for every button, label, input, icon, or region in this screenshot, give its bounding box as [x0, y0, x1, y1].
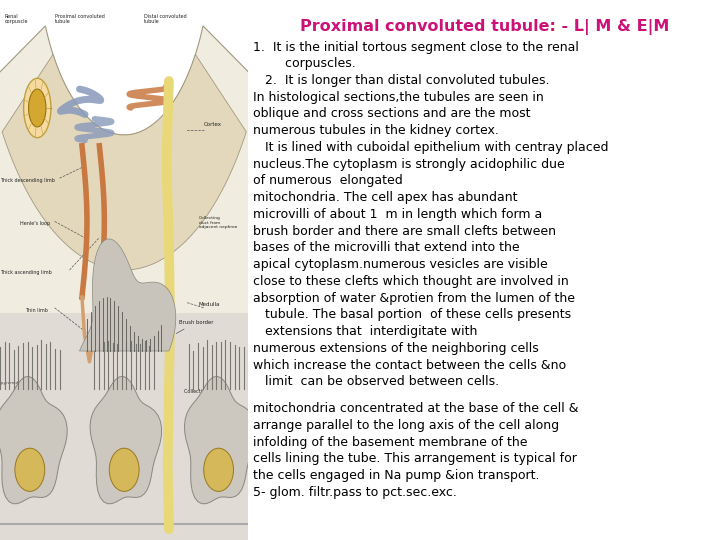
Text: Collecting duct: Collecting duct	[184, 389, 220, 394]
Text: In histological sections,the tubules are seen in: In histological sections,the tubules are…	[253, 91, 544, 104]
Text: 1.  It is the initial tortous segment close to the renal: 1. It is the initial tortous segment clo…	[253, 40, 579, 53]
Circle shape	[24, 78, 51, 138]
Polygon shape	[2, 55, 246, 270]
Text: infolding of the basement membrane of the: infolding of the basement membrane of th…	[253, 436, 528, 449]
Text: bases of the microvilli that extend into the: bases of the microvilli that extend into…	[253, 241, 520, 254]
Polygon shape	[79, 239, 176, 351]
Text: Thin limb: Thin limb	[24, 308, 48, 313]
Text: Collecting
duct from
adjacent nephron: Collecting duct from adjacent nephron	[199, 216, 237, 229]
Text: It is lined with cuboidal epithelium with centray placed: It is lined with cuboidal epithelium wit…	[253, 141, 608, 154]
Text: Proximal convoluted
tubule: Proximal convoluted tubule	[55, 14, 104, 24]
Text: Proximal convoluted tubule: - L| M & E|M: Proximal convoluted tubule: - L| M & E|M	[300, 19, 669, 35]
Text: Distal convoluted
tubule: Distal convoluted tubule	[144, 14, 186, 24]
Text: Henle's loop: Henle's loop	[20, 221, 50, 226]
Text: Thick descending limb: Thick descending limb	[0, 178, 55, 183]
Polygon shape	[90, 376, 161, 504]
Text: which increase the contact between the cells &no: which increase the contact between the c…	[253, 359, 566, 372]
Text: 5- glom. filtr.pass to pct.sec.exc.: 5- glom. filtr.pass to pct.sec.exc.	[253, 486, 457, 499]
Text: tubule. The basal portion  of these cells presents: tubule. The basal portion of these cells…	[253, 308, 571, 321]
Text: numerous extensions of the neighboring cells: numerous extensions of the neighboring c…	[253, 342, 539, 355]
Text: absorption of water &protien from the lumen of the: absorption of water &protien from the lu…	[253, 292, 575, 305]
Text: ullary rays: ullary rays	[0, 408, 9, 413]
Text: 2.  It is longer than distal convoluted tubules.: 2. It is longer than distal convoluted t…	[253, 74, 549, 87]
Ellipse shape	[204, 448, 233, 491]
Text: the cells engaged in Na pump &ion transport.: the cells engaged in Na pump &ion transp…	[253, 469, 539, 482]
Text: numerous tubules in the kidney cortex.: numerous tubules in the kidney cortex.	[253, 124, 499, 137]
Text: Cortex: Cortex	[204, 122, 222, 126]
Text: close to these clefts which thought are involved in: close to these clefts which thought are …	[253, 275, 569, 288]
Text: Medulla: Medulla	[199, 302, 220, 307]
Text: limit  can be observed between cells.: limit can be observed between cells.	[253, 375, 499, 388]
Text: corpuscles.: corpuscles.	[253, 57, 356, 70]
Text: ullary pyramid: ullary pyramid	[0, 381, 18, 386]
Text: mitochondria concentrated at the base of the cell &: mitochondria concentrated at the base of…	[253, 402, 579, 415]
Text: oblique and cross sections and are the most: oblique and cross sections and are the m…	[253, 107, 531, 120]
Text: nucleus.The cytoplasm is strongly acidophilic due: nucleus.The cytoplasm is strongly acidop…	[253, 158, 565, 171]
Text: Brush border: Brush border	[176, 320, 213, 334]
Text: of numerous  elongated: of numerous elongated	[253, 174, 403, 187]
Polygon shape	[0, 26, 315, 405]
Bar	[0, 313, 248, 540]
Text: brush border and there are small clefts between: brush border and there are small clefts …	[253, 225, 556, 238]
Polygon shape	[184, 376, 256, 504]
Circle shape	[29, 89, 46, 127]
Text: cells lining the tube. This arrangement is typical for: cells lining the tube. This arrangement …	[253, 453, 577, 465]
Text: extensions that  interdigitate with: extensions that interdigitate with	[253, 325, 477, 338]
Text: Thick ascending limb: Thick ascending limb	[0, 270, 52, 275]
Text: apical cytoplasm.numerous vesicles are visible: apical cytoplasm.numerous vesicles are v…	[253, 258, 548, 271]
Ellipse shape	[109, 448, 139, 491]
Wedge shape	[0, 140, 315, 405]
Text: microvilli of about 1  m in length which form a: microvilli of about 1 m in length which …	[253, 208, 542, 221]
Text: Renal
corpuscle: Renal corpuscle	[5, 14, 29, 24]
Text: arrange parallel to the long axis of the cell along: arrange parallel to the long axis of the…	[253, 419, 559, 432]
Text: mitochondria. The cell apex has abundant: mitochondria. The cell apex has abundant	[253, 191, 518, 204]
Polygon shape	[0, 376, 67, 504]
Ellipse shape	[15, 448, 45, 491]
